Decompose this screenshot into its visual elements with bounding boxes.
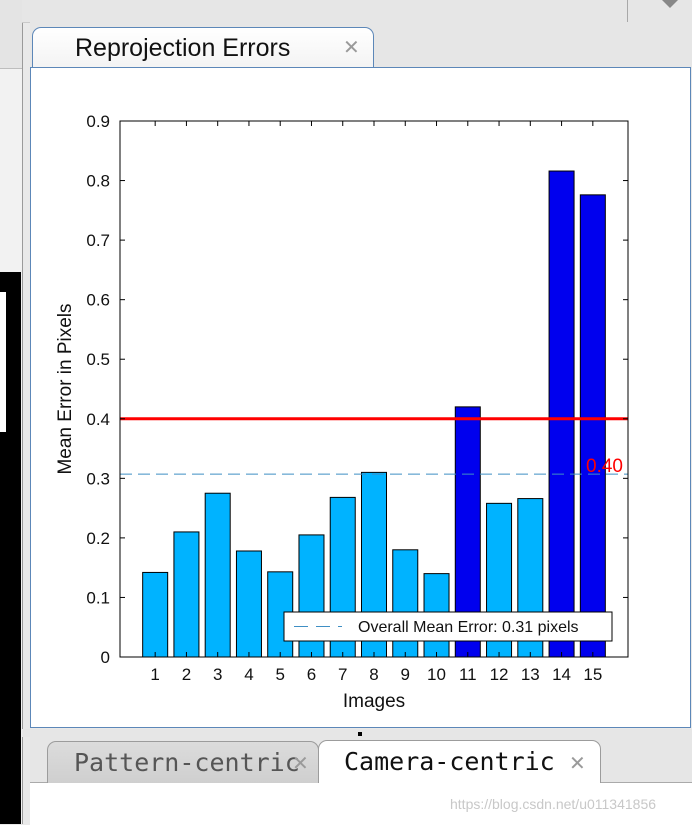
close-icon[interactable]: ✕ [343, 35, 360, 59]
tab-label: Pattern-centric [74, 748, 300, 777]
legend-label: Overall Mean Error: 0.31 pixels [358, 619, 579, 636]
bar-image-2 [173, 531, 200, 658]
x-tick-label: 11 [459, 665, 477, 684]
x-tick-label: 2 [182, 665, 191, 684]
panel-splitter[interactable] [22, 729, 692, 737]
y-tick-label: 0.5 [86, 350, 110, 369]
bar-image-4 [235, 550, 262, 658]
x-tick-label: 12 [490, 665, 509, 684]
x-tick-label: 14 [552, 665, 571, 684]
left-image-highlight [0, 292, 6, 432]
y-tick-label: 0.1 [86, 588, 110, 607]
tab-label: Camera-centric [344, 747, 555, 776]
y-tick-label: 0 [101, 648, 110, 667]
close-icon[interactable]: ✕ [569, 751, 586, 775]
bottom-panel [30, 782, 692, 825]
toolbar-divider [627, 0, 628, 22]
x-tick-label: 3 [213, 665, 222, 684]
x-tick-label: 15 [583, 665, 602, 684]
x-tick-label: 1 [150, 665, 159, 684]
x-axis-label: Images [343, 691, 405, 712]
left-panel-header [0, 0, 22, 69]
tab-camera-centric[interactable]: Camera-centric ✕ [318, 740, 601, 783]
x-tick-label: 13 [521, 665, 540, 684]
threshold-label: 0.40 [586, 456, 623, 477]
y-tick-label: 0.3 [86, 469, 110, 488]
left-panel-edge [0, 0, 23, 824]
x-tick-label: 5 [275, 665, 284, 684]
x-tick-label: 10 [427, 665, 446, 684]
reprojection-errors-chart: 0.40 00.10.20.30.40.50.60.70.80.91 2 3 4 5 6 7… [55, 112, 629, 712]
y-tick-label: 0.6 [86, 291, 110, 310]
top-toolbar [22, 0, 692, 23]
bar-image-14 [548, 170, 575, 658]
dropdown-arrow-icon[interactable] [662, 0, 678, 8]
y-tick-label: 0.8 [86, 172, 110, 191]
tab-pattern-centric[interactable]: Pattern-centric ✕ [47, 741, 319, 783]
x-tick-label: 4 [244, 665, 253, 684]
y-tick-label: 0.2 [86, 529, 110, 548]
tab-reprojection-errors[interactable]: Reprojection Errors ✕ [32, 27, 374, 69]
y-tick-label: 0.4 [86, 410, 110, 429]
y-tick-label: 0.7 [86, 231, 110, 250]
chart-panel: 0.40 0 0.1 0.2 0.3 0.4 0.5 0.6 0.7 0.8 0.9 1 2 3 4 5 6 7… [30, 67, 691, 728]
bar-image-15 [579, 194, 606, 658]
x-tick-label: 6 [307, 665, 316, 684]
tab-label: Reprojection Errors [75, 34, 291, 62]
close-icon[interactable]: ✕ [292, 751, 309, 775]
y-axis-label: Mean Error in Pixels [55, 303, 76, 474]
y-tick-label: 0.9 [86, 112, 110, 131]
x-tick-label: 9 [401, 665, 410, 684]
splitter-handle[interactable] [358, 732, 362, 736]
x-tick-label: 7 [338, 665, 347, 684]
watermark-text: https://blog.csdn.net/u011341856 [450, 796, 657, 812]
x-tick-label: 8 [369, 665, 378, 684]
bar-image-1 [142, 571, 169, 658]
bar-image-3 [204, 492, 231, 658]
